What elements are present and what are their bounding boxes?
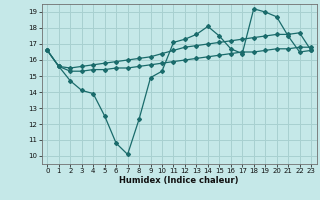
X-axis label: Humidex (Indice chaleur): Humidex (Indice chaleur) (119, 176, 239, 185)
